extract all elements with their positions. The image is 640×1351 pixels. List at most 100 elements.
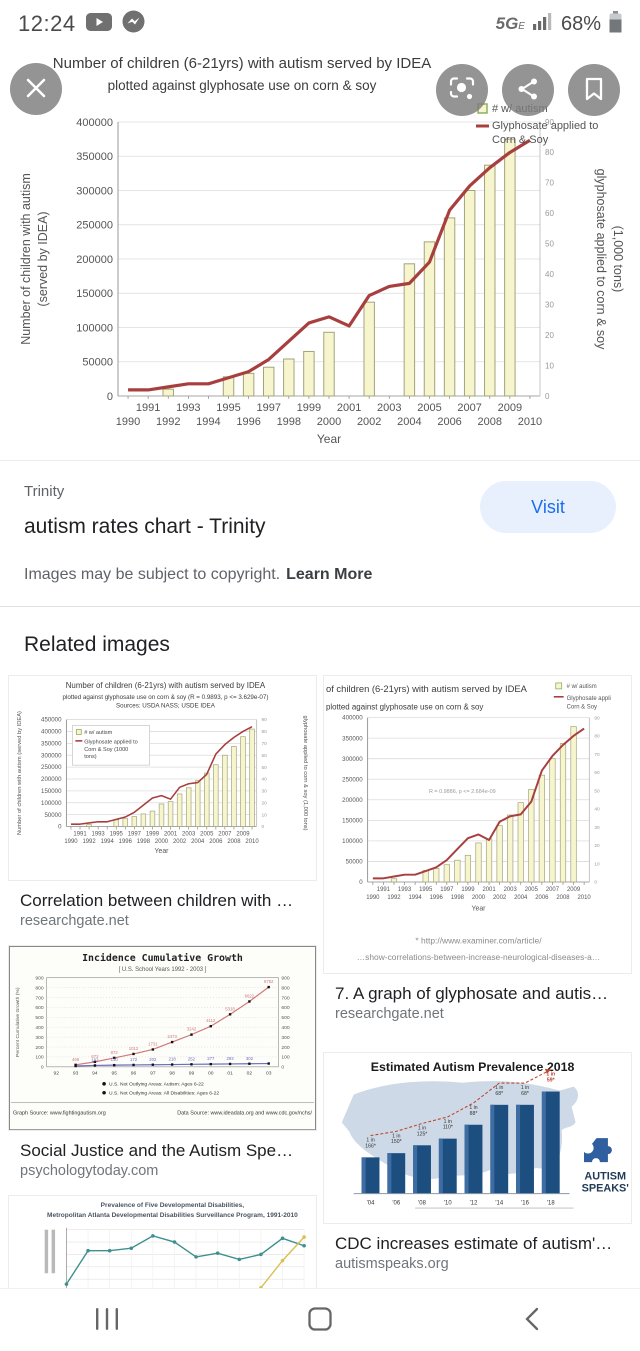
svg-text:60: 60 [594,770,600,776]
svg-text:1997: 1997 [128,831,141,837]
copyright-notice: Images may be subject to copyright. Learn… [24,566,616,584]
svg-text:1991: 1991 [73,831,87,837]
svg-text:1998: 1998 [451,895,465,901]
svg-text:300000: 300000 [76,185,113,197]
svg-text:1995: 1995 [419,887,433,893]
svg-text:1991: 1991 [377,887,391,893]
svg-text:50: 50 [262,765,268,771]
svg-text:AUTISM: AUTISM [584,1171,626,1183]
svg-text:2473: 2473 [167,1034,177,1039]
svg-text:Year: Year [471,906,486,913]
svg-text:350000: 350000 [41,740,62,747]
svg-text:293: 293 [227,1056,235,1061]
svg-text:4112: 4112 [206,1018,216,1023]
svg-text:40: 40 [545,270,554,279]
svg-text:1996: 1996 [430,895,444,901]
svg-text:# w/ autism: # w/ autism [567,684,597,690]
related-card-autismspeaks[interactable]: Estimated Autism Prevalence 2018 1 in 166*… [323,1052,632,1272]
svg-text:2008: 2008 [227,839,241,845]
back-button[interactable] [427,1305,640,1336]
svg-text:1999: 1999 [297,402,321,414]
related-card-maddsp-partial[interactable]: Prevalence of Five Developmental Disabil… [8,1195,317,1293]
svg-text:Data Source: www.ideadata.org: Data Source: www.ideadata.org and www.cd… [177,1110,312,1116]
svg-text:110*: 110* [443,1125,453,1131]
recents-button[interactable] [0,1305,213,1336]
svg-text:Number of children with autism: Number of children with autism (served b… [17,711,23,835]
battery-icon [609,10,622,38]
svg-text:400000: 400000 [342,715,363,722]
share-icon [516,77,540,104]
svg-text:2002: 2002 [493,895,506,901]
bookmark-button[interactable] [568,64,620,116]
related-thumbnail-chart: 0 50000 100000 150000 200000 250000 300000 3500… [8,675,317,881]
svg-text:1 in: 1 in [444,1119,452,1125]
home-button[interactable] [213,1305,426,1336]
svg-text:1 in: 1 in [469,1105,477,1111]
related-images-section: Related images 0 50000 100000 150000 200000 2… [0,607,640,1309]
svg-text:50000: 50000 [82,357,113,369]
svg-text:60: 60 [545,209,554,218]
svg-text:250000: 250000 [342,776,363,783]
svg-text:plotted against glyphosate use: plotted against glyphosate use on corn &… [326,703,483,712]
share-button[interactable] [502,64,554,116]
svg-text:Number of children (6-21yrs) w: Number of children (6-21yrs) with autism… [66,681,266,690]
related-column-right: 0 50000 100000 150000 200000 250000 300000 3500… [323,675,632,1288]
google-lens-button[interactable] [436,64,488,116]
svg-text:200000: 200000 [76,254,113,266]
svg-text:200: 200 [281,1045,289,1051]
svg-text:[ U.S. School Years 1992 - 200: [ U.S. School Years 1992 - 2003 ] [119,967,207,973]
close-button[interactable] [10,63,62,115]
svg-text:30: 30 [594,825,600,831]
related-grid: 0 50000 100000 150000 200000 250000 300000 3500… [0,675,640,1308]
visit-button[interactable]: Visit [480,481,616,533]
svg-text:150000: 150000 [342,817,363,824]
svg-text:450000: 450000 [41,717,62,724]
svg-text:'04: '04 [367,1201,375,1207]
related-thumbnail-chart: Estimated Autism Prevalence 2018 1 in 166*… [323,1052,632,1225]
svg-text:50000: 50000 [346,859,364,866]
svg-text:900: 900 [35,975,43,981]
svg-text:150*: 150* [391,1139,402,1145]
related-domain: researchgate.net [335,1006,444,1023]
svg-text:300: 300 [281,1035,289,1041]
svg-text:172: 172 [130,1057,138,1062]
svg-text:202: 202 [149,1057,157,1062]
learn-more-link[interactable]: Learn More [286,566,373,583]
svg-text:68*: 68* [521,1091,529,1097]
svg-text:250000: 250000 [41,764,62,771]
svg-text:Metropolitan Atlanta Developme: Metropolitan Atlanta Developmental Disab… [47,1212,298,1219]
svg-text:400000: 400000 [41,729,62,736]
svg-text:1993: 1993 [176,402,200,414]
svg-text:Graph Source: www.fightingauti: Graph Source: www.fightingautism.org [13,1110,106,1116]
related-domain: researchgate.net [20,913,129,929]
related-card-researchgate-full[interactable]: 0 50000 100000 150000 200000 250000 300000 3500… [8,675,317,929]
svg-text:'14: '14 [495,1201,503,1207]
svg-text:100000: 100000 [41,800,62,807]
svg-text:'16: '16 [521,1201,529,1207]
related-card-researchgate-cropped[interactable]: 0 50000 100000 150000 200000 250000 300000 3500… [323,675,632,1022]
svg-text:2008: 2008 [478,416,502,428]
svg-text:1998: 1998 [137,839,151,845]
svg-text:20: 20 [545,331,554,340]
svg-text:'18: '18 [547,1201,555,1207]
related-card-psychologytoday[interactable]: Incidence Cumulative Growth [ U.S. School… [8,945,317,1179]
svg-text:1 in: 1 in [495,1085,503,1091]
svg-text:100: 100 [281,1055,289,1061]
svg-text:2000: 2000 [317,416,341,428]
svg-text:2005: 2005 [200,831,214,837]
svg-text:R = 0.9886, p <= 2.684e-09: R = 0.9886, p <= 2.684e-09 [429,789,496,795]
svg-text:# w/ autism: # w/ autism [84,730,112,736]
svg-text:250000: 250000 [76,220,113,232]
status-bar-left: 12:24 [18,10,145,38]
related-domain: psychologytoday.com [20,1163,159,1180]
svg-text:100000: 100000 [342,838,363,845]
svg-text:'12: '12 [470,1201,478,1207]
svg-text:60: 60 [262,753,268,759]
related-thumbnail-chart: 0 50000 100000 150000 200000 250000 300000 3500… [323,675,632,975]
svg-text:'08: '08 [418,1201,426,1207]
svg-text:0: 0 [281,1065,284,1071]
main-image[interactable]: 0 50000 100000 150000 200000 250000 300000 3500… [0,48,640,455]
related-images-heading: Related images [24,633,170,656]
svg-text:0: 0 [58,824,62,831]
